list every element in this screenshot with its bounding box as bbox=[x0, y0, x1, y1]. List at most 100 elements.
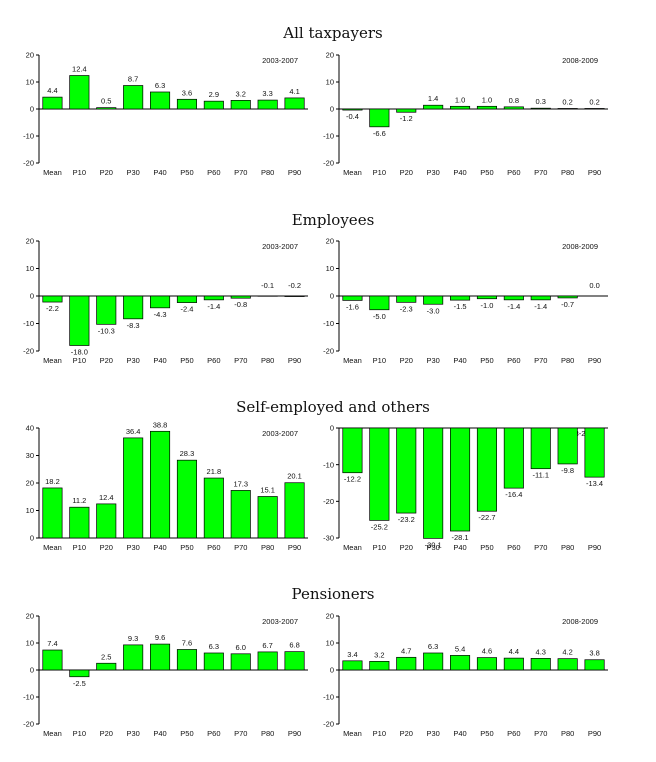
data-label: -18.0 bbox=[71, 348, 88, 357]
category-label: P50 bbox=[480, 543, 493, 552]
category-label: P90 bbox=[288, 543, 301, 552]
bar bbox=[176, 98, 197, 110]
category-label: P80 bbox=[561, 543, 574, 552]
category-label: P20 bbox=[100, 543, 113, 552]
bar bbox=[42, 649, 63, 671]
bar bbox=[450, 427, 471, 532]
category-label: P40 bbox=[453, 168, 466, 177]
data-label: 1.4 bbox=[428, 94, 438, 103]
category-label: P50 bbox=[480, 168, 493, 177]
category-label: P40 bbox=[453, 356, 466, 365]
bar bbox=[396, 108, 417, 113]
category-label: P50 bbox=[480, 729, 493, 738]
data-label: 18.2 bbox=[45, 477, 60, 486]
bar bbox=[530, 295, 551, 301]
bar bbox=[342, 660, 363, 671]
bar bbox=[150, 295, 171, 309]
bar bbox=[69, 506, 90, 539]
bar bbox=[203, 100, 224, 110]
y-tick-label: -10 bbox=[323, 132, 334, 141]
bar bbox=[476, 427, 497, 512]
data-label: 7.6 bbox=[182, 638, 192, 647]
bar bbox=[176, 295, 197, 303]
data-label: -1.6 bbox=[346, 302, 359, 311]
data-label: -12.2 bbox=[344, 475, 361, 484]
data-label: -0.8 bbox=[234, 300, 247, 309]
y-tick-label: 10 bbox=[26, 506, 34, 515]
data-label: 20.1 bbox=[287, 472, 302, 481]
period-label: 2003-2007 bbox=[262, 617, 298, 626]
data-label: 15.1 bbox=[260, 485, 275, 494]
bar bbox=[342, 108, 363, 111]
data-label: -30.1 bbox=[425, 540, 442, 549]
data-label: -8.3 bbox=[127, 321, 140, 330]
data-label: 4.4 bbox=[509, 647, 519, 656]
y-tick-label: 0 bbox=[30, 105, 34, 114]
category-label: P60 bbox=[507, 168, 520, 177]
category-label: P70 bbox=[534, 543, 547, 552]
chart-panel: 20 10 0 -10 -20 2008-2009 3.4 Mean 3.2 P10 4.7 P20 6… bbox=[323, 612, 608, 738]
category-label: P80 bbox=[261, 168, 274, 177]
bar bbox=[450, 655, 471, 671]
data-label: 3.2 bbox=[374, 650, 384, 659]
data-label: -16.4 bbox=[505, 490, 522, 499]
y-tick-label: 0 bbox=[330, 105, 334, 114]
y-tick-label: 0 bbox=[30, 534, 34, 543]
chart-panel: 20 10 0 -10 -20 2003-2007 7.4 Mean -2.5 P10 2.5 P20… bbox=[23, 612, 308, 738]
bar bbox=[557, 108, 578, 110]
data-label: 5.4 bbox=[455, 644, 465, 653]
category-label: P90 bbox=[288, 168, 301, 177]
category-label: P90 bbox=[288, 356, 301, 365]
category-label: P10 bbox=[73, 168, 86, 177]
bar bbox=[230, 653, 251, 671]
bar bbox=[150, 430, 171, 539]
chart-panel: 0 -10 -20 -30 2008-2009 -12.2 Mean -25.2 P10 -23.… bbox=[323, 424, 608, 552]
bar bbox=[369, 108, 390, 128]
data-label: -22.7 bbox=[478, 513, 495, 522]
bar bbox=[230, 490, 251, 539]
data-label: 6.8 bbox=[289, 641, 299, 650]
y-tick-label: -20 bbox=[323, 720, 334, 729]
bar bbox=[503, 295, 524, 301]
data-label: -1.2 bbox=[400, 114, 413, 123]
bar bbox=[203, 477, 224, 539]
bar bbox=[369, 661, 390, 671]
bar bbox=[342, 427, 363, 474]
data-label: -1.5 bbox=[454, 302, 467, 311]
data-label: 6.3 bbox=[428, 642, 438, 651]
bar bbox=[69, 669, 90, 678]
chart-panel: 40 30 20 10 0 2003-2007 18.2 Mean 11.2 P10 12.4 P20… bbox=[26, 420, 308, 552]
period-label: 2008-2009 bbox=[562, 56, 598, 65]
bar bbox=[123, 85, 144, 110]
y-tick-label: 30 bbox=[26, 451, 34, 460]
data-label: 9.6 bbox=[155, 633, 165, 642]
category-label: P60 bbox=[207, 543, 220, 552]
category-label: P60 bbox=[207, 356, 220, 365]
category-label: P10 bbox=[373, 168, 386, 177]
bar bbox=[584, 659, 605, 671]
category-label: P50 bbox=[180, 356, 193, 365]
data-label: -2.3 bbox=[400, 304, 413, 313]
data-label: 12.4 bbox=[72, 65, 87, 74]
data-label: -2.5 bbox=[73, 679, 86, 688]
y-tick-label: -20 bbox=[23, 159, 34, 168]
bar bbox=[123, 295, 144, 320]
data-label: 11.2 bbox=[72, 496, 86, 505]
category-label: Mean bbox=[43, 729, 62, 738]
data-label: 1.0 bbox=[455, 95, 465, 104]
bar bbox=[150, 91, 171, 110]
data-label: -1.4 bbox=[507, 302, 520, 311]
bar bbox=[369, 427, 390, 521]
y-tick-label: 20 bbox=[326, 612, 334, 621]
y-tick-label: -30 bbox=[323, 534, 334, 543]
category-label: P80 bbox=[261, 729, 274, 738]
data-label: 6.3 bbox=[209, 642, 219, 651]
bar bbox=[476, 657, 497, 671]
data-label: 0.2 bbox=[589, 97, 599, 106]
bar bbox=[230, 295, 251, 299]
y-tick-label: 0 bbox=[330, 424, 334, 433]
period-label: 2003-2007 bbox=[262, 56, 298, 65]
bar bbox=[423, 652, 444, 671]
data-label: 3.4 bbox=[347, 650, 357, 659]
section-title: All taxpayers bbox=[282, 24, 382, 42]
